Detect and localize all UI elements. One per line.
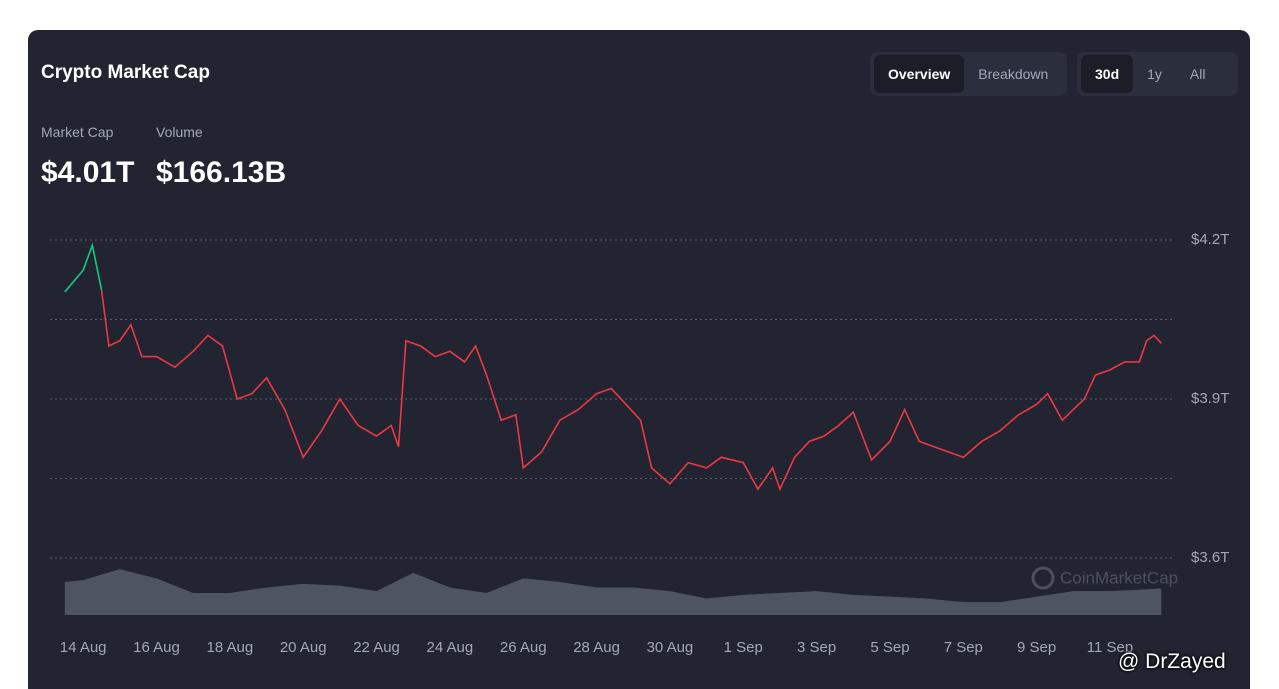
y-tick-label: $4.2T <box>1191 231 1229 248</box>
title: Crypto Market Cap <box>41 62 210 83</box>
range-tab[interactable]: 1y <box>1147 66 1162 82</box>
x-tick-label: 24 Aug <box>427 639 474 656</box>
stat: Market Cap $4.01T <box>41 124 134 190</box>
range-tab[interactable]: 30d <box>1081 55 1134 93</box>
tab[interactable]: Breakdown <box>978 66 1049 82</box>
price-line <box>64 242 103 293</box>
stat-value: $4.01T <box>41 156 135 189</box>
stat-label: Market Cap <box>41 124 114 140</box>
x-tick-label: 20 Aug <box>280 639 327 656</box>
view-tabs: Overview Breakdown <box>870 52 1067 96</box>
x-tick-label: 9 Sep <box>1017 639 1056 656</box>
volume-area <box>64 569 1162 615</box>
range-tabs: 30d 1y All <box>1077 52 1238 96</box>
price-line <box>100 289 1162 492</box>
x-tick-label: 1 Sep <box>724 639 763 656</box>
card: Crypto Market Cap Overview Breakdown 30d… <box>28 30 1250 689</box>
x-tick-label: 28 Aug <box>573 639 620 656</box>
watermark: CoinMarketCap <box>1060 568 1178 587</box>
x-tick-label: 16 Aug <box>133 639 180 656</box>
stat: Volume $166.13B <box>156 124 286 190</box>
credit: @ DrZayed <box>1118 650 1226 673</box>
stat-label: Volume <box>156 124 203 140</box>
range-tab[interactable]: All <box>1189 66 1206 82</box>
x-tick-label: 30 Aug <box>647 639 694 656</box>
y-tick-label: $3.6T <box>1191 549 1229 566</box>
y-tick-label: $3.9T <box>1191 390 1229 407</box>
watermark-logo <box>1031 566 1055 590</box>
x-tick-label: 5 Sep <box>870 639 909 656</box>
x-tick-label: 11 Sep <box>1087 639 1133 656</box>
tab[interactable]: Overview <box>874 55 965 93</box>
stat-value: $166.13B <box>156 156 287 189</box>
x-tick-label: 7 Sep <box>944 639 983 656</box>
x-tick-label: 26 Aug <box>500 639 547 656</box>
x-tick-label: 3 Sep <box>797 639 836 656</box>
x-tick-label: 18 Aug <box>206 639 253 656</box>
x-tick-label: 22 Aug <box>353 639 400 656</box>
x-tick-label: 14 Aug <box>60 639 107 656</box>
